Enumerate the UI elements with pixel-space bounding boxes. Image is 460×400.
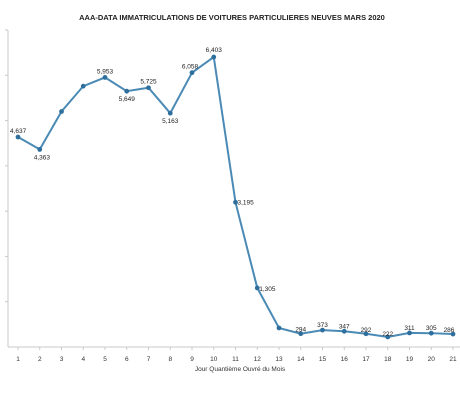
- data-label: 3,195: [238, 199, 255, 206]
- data-labels: 4,637 4,363 5,953 5,649 5,725 5,163 6,058 6,403…: [10, 47, 455, 338]
- data-label: 6,058: [182, 64, 199, 71]
- x-tick-label: 19: [406, 356, 414, 363]
- x-tick-label: 9: [190, 356, 194, 363]
- data-point: [407, 330, 412, 336]
- data-label: 305: [426, 325, 437, 332]
- x-tick-label: 11: [232, 356, 239, 363]
- x-tick-label: 6: [125, 356, 129, 363]
- data-point: [37, 147, 43, 152]
- data-point: [167, 110, 173, 116]
- data-label: 311: [404, 325, 415, 332]
- data-label: 6,403: [206, 47, 223, 54]
- x-tick-label: 8: [168, 356, 172, 363]
- x-tick-label: 17: [362, 356, 370, 363]
- data-label: 347: [339, 323, 350, 330]
- data-point: [363, 331, 369, 337]
- data-point: [15, 134, 21, 140]
- data-label: 286: [444, 327, 455, 334]
- x-tick-label: 12: [254, 356, 262, 363]
- x-tick-label: 14: [297, 356, 305, 363]
- data-label: 5,725: [140, 79, 157, 86]
- data-point: [189, 70, 195, 76]
- data-point: [298, 331, 304, 337]
- data-label: 5,953: [97, 68, 114, 75]
- x-tick-label: 15: [319, 356, 327, 363]
- x-tick-label: 7: [147, 356, 151, 363]
- data-label: 222: [382, 331, 393, 338]
- x-axis-ticks: 1 2 3 4 5 6 7 8 9 10 11 12 13 14 15 16 17 18 19 20 21: [16, 347, 457, 363]
- x-tick-label: 13: [275, 356, 283, 363]
- series-markers: [15, 54, 456, 340]
- x-tick-label: 16: [341, 356, 349, 363]
- data-point: [254, 285, 260, 291]
- data-point: [428, 330, 434, 336]
- x-tick-label: 1: [16, 356, 20, 363]
- x-tick-label: 3: [60, 356, 64, 363]
- series-line: [17, 55, 454, 338]
- y-axis-ticks: [5, 29, 8, 303]
- data-label: 294: [295, 327, 306, 334]
- data-label: 373: [317, 322, 328, 329]
- data-label: 4,637: [10, 128, 27, 135]
- data-label: 5,163: [162, 118, 179, 125]
- data-label: 5,649: [119, 96, 136, 103]
- data-label: 1,305: [259, 286, 276, 293]
- data-point: [102, 75, 108, 80]
- chart-title: AAA-DATA IMMATRICULATIONS DE VOITURES PA…: [79, 13, 385, 22]
- data-point: [80, 83, 86, 89]
- data-point: [450, 331, 456, 337]
- data-point: [211, 54, 217, 60]
- x-tick-label: 4: [81, 356, 85, 363]
- x-tick-label: 21: [449, 356, 457, 363]
- data-point: [124, 88, 130, 94]
- data-point: [59, 109, 64, 114]
- data-label: 4,363: [34, 154, 51, 161]
- data-point: [320, 327, 325, 333]
- x-tick-label: 10: [210, 356, 218, 363]
- x-tick-label: 20: [428, 356, 436, 363]
- data-point: [341, 328, 347, 334]
- x-tick-label: 2: [38, 356, 42, 363]
- x-tick-label: 5: [103, 356, 107, 363]
- data-label: 292: [361, 327, 372, 334]
- data-point: [146, 85, 151, 91]
- x-axis-label: Jour Quantième Ouvré du Mois: [195, 366, 286, 373]
- data-point: [233, 199, 238, 205]
- data-point: [385, 334, 391, 340]
- data-point: [276, 325, 282, 331]
- x-tick-label: 18: [384, 356, 392, 363]
